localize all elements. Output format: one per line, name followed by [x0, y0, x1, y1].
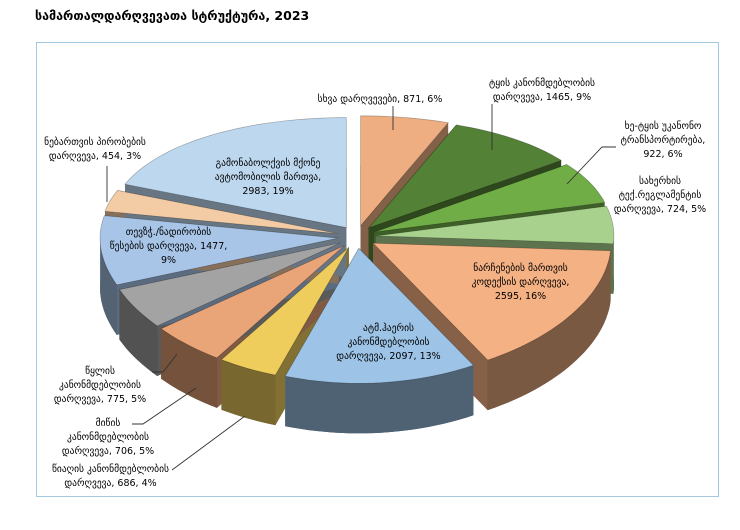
chart-title: სამართალდარღვევათა სტრუქტურა, 2023 — [35, 8, 310, 23]
chart-plot-area-border — [36, 42, 719, 497]
